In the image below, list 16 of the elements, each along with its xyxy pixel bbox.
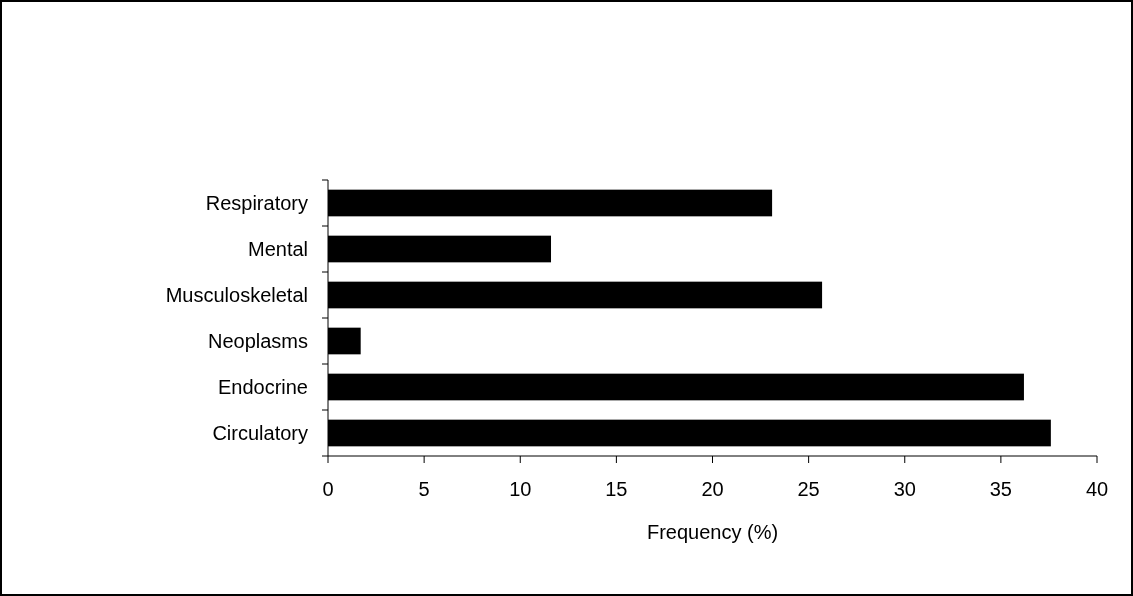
x-tick-label: 35 xyxy=(989,478,1012,500)
y-tick-label: Musculoskeletal xyxy=(165,284,308,306)
y-tick-label: Respiratory xyxy=(205,192,308,214)
y-tick-label: Mental xyxy=(247,238,308,260)
x-tick-label: 10 xyxy=(509,478,532,500)
y-tick-label: Endocrine xyxy=(217,376,308,398)
x-tick-label: 5 xyxy=(418,478,430,500)
x-tick-label: 20 xyxy=(701,478,724,500)
x-axis-title: Frequency (%) xyxy=(646,521,779,543)
x-tick-label: 0 xyxy=(322,478,334,500)
x-tick-label: 25 xyxy=(797,478,820,500)
x-tick-label: 30 xyxy=(893,478,916,500)
x-tick-label: 40 xyxy=(1085,478,1109,500)
y-tick-label: Neoplasms xyxy=(207,330,308,352)
x-tick-label: 15 xyxy=(605,478,628,500)
y-tick-label: Circulatory xyxy=(212,422,308,444)
